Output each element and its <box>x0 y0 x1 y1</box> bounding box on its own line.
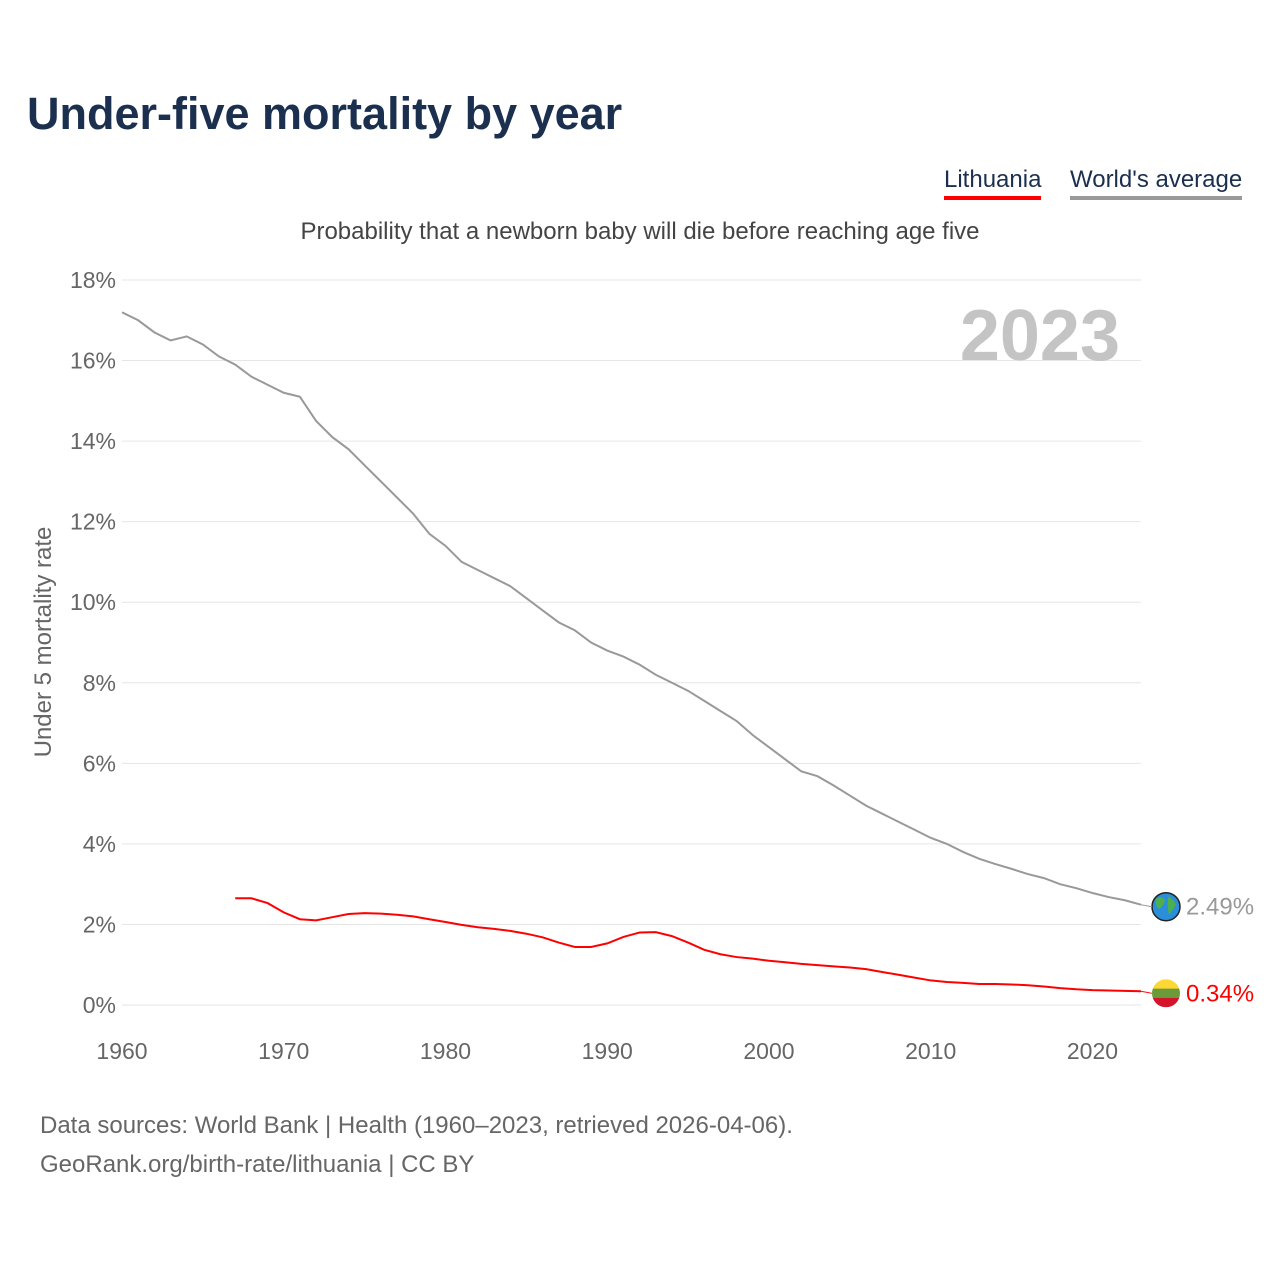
year-label: 2023 <box>960 296 1120 376</box>
chart-subtitle: Probability that a newborn baby will die… <box>300 218 980 245</box>
globe-land <box>1155 896 1176 915</box>
legend-item-lithuania[interactable]: Lithuania <box>944 166 1042 200</box>
footer: Data sources: World Bank | Health (1960–… <box>40 1106 793 1184</box>
y-tick-label: 10% <box>70 589 116 615</box>
y-tick-label: 0% <box>83 992 116 1018</box>
y-tick-label: 6% <box>83 750 116 776</box>
y-tick-label: 4% <box>83 831 116 857</box>
flag-stripe-green <box>1152 988 1180 999</box>
x-tick-label: 2010 <box>905 1038 956 1064</box>
end-connector <box>1140 990 1153 994</box>
flag-stripe-red <box>1152 997 1180 1008</box>
y-tick-label: 12% <box>70 509 116 535</box>
footer-credit: GeoRank.org/birth-rate/lithuania | CC BY <box>40 1151 475 1178</box>
end-connector <box>1140 904 1153 908</box>
y-tick-label: 14% <box>70 428 116 454</box>
flag-stripe-yellow <box>1152 979 1180 990</box>
globe-icon <box>1151 891 1181 922</box>
y-tick-label: 16% <box>70 348 116 374</box>
end-label-lithuania: 0.34% <box>1186 980 1254 1007</box>
series-line-lithuania <box>235 897 1142 993</box>
x-tick-label: 2020 <box>1067 1038 1118 1064</box>
chart-title: Under-five mortality by year <box>27 88 623 139</box>
footer-sources: Data sources: World Bank | Health (1960–… <box>40 1112 793 1139</box>
x-tick-label: 1990 <box>582 1038 633 1064</box>
x-tick-label: 2000 <box>743 1038 794 1064</box>
y-tick-label: 18% <box>70 267 116 293</box>
series-line-world <box>121 311 1142 906</box>
x-tick-label: 1960 <box>96 1038 147 1064</box>
y-axis-label: Under 5 mortality rate <box>30 527 57 758</box>
y-tick-label: 2% <box>83 911 116 937</box>
x-tick-label: 1970 <box>258 1038 309 1064</box>
end-label-world: 2.49% <box>1186 894 1254 921</box>
legend-item-world[interactable]: World's average <box>1070 166 1243 200</box>
y-tick-label: 8% <box>83 670 116 696</box>
x-tick-label: 1980 <box>420 1038 471 1064</box>
